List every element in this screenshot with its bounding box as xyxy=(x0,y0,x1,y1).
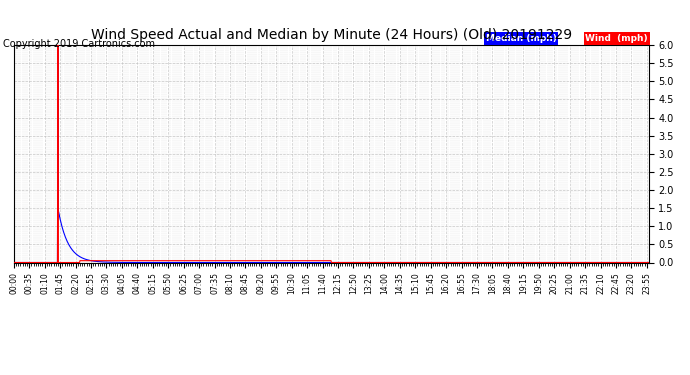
Text: Median (mph): Median (mph) xyxy=(486,34,557,43)
Title: Wind Speed Actual and Median by Minute (24 Hours) (Old) 20191229: Wind Speed Actual and Median by Minute (… xyxy=(90,28,572,42)
Text: Copyright 2019 Cartronics.com: Copyright 2019 Cartronics.com xyxy=(3,39,155,50)
Text: Wind  (mph): Wind (mph) xyxy=(585,34,648,43)
